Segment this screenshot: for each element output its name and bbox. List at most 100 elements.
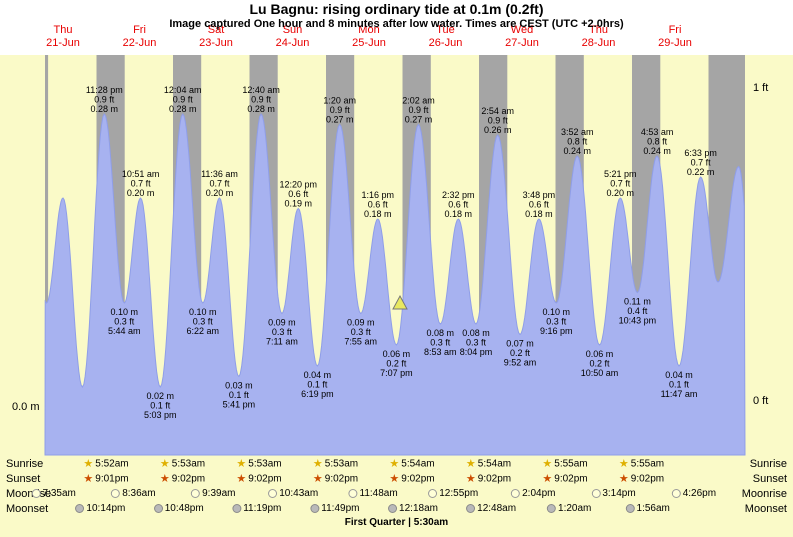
tide-annotation-line: 0.7 ft <box>610 179 631 189</box>
tide-annotation-line: 8:53 am <box>424 347 457 357</box>
tide-annotation-line: 0.20 m <box>127 188 155 198</box>
tide-annotation-line: 0.06 m <box>586 349 614 359</box>
sunrise-star-icon: ★ <box>542 458 553 470</box>
moonset-moon-icon <box>153 503 163 513</box>
tide-annotation-line: 0.09 m <box>268 318 296 328</box>
tide-annotation-line: 0.9 ft <box>408 105 429 115</box>
sunset-star-icon: ★ <box>618 473 629 485</box>
moonset-row-label-left: Moonset <box>6 503 49 515</box>
sunset-row-label-right: Sunset <box>752 473 787 485</box>
tide-annotation-line: 0.03 m <box>225 381 253 391</box>
moonset-item: 11:49pm <box>310 502 359 516</box>
tide-annotation-line: 0.24 m <box>643 146 671 156</box>
moonrise-time: 3:14pm <box>602 488 636 499</box>
tide-annotation-line: 5:44 am <box>108 326 141 336</box>
tide-annotation-line: 0.10 m <box>543 307 571 317</box>
moonset-row-label-right: Moonset <box>744 503 787 515</box>
day-label-weekday: Thu <box>54 24 73 36</box>
tide-annotation-line: 0.22 m <box>687 167 715 177</box>
tide-annotation-line: 7:07 pm <box>380 368 413 378</box>
tide-annotation-line: 5:41 pm <box>223 400 256 410</box>
sunset-item: ★ 9:01pm <box>83 472 128 486</box>
tide-annotation-line: 0.10 m <box>189 307 217 317</box>
y-axis-left-meters-label: 0.0 m <box>12 401 40 413</box>
moonset-item: 12:48am <box>466 502 516 516</box>
moonrise-moon-icon <box>671 488 681 498</box>
high-tide-annotation: 2:54 am0.9 ft0.26 m <box>481 106 514 135</box>
tide-annotation-line: 6:33 pm <box>684 148 717 158</box>
tide-annotation-line: 0.20 m <box>206 188 234 198</box>
tide-annotation-line: 10:51 am <box>122 169 160 179</box>
sunrise-item: ★ 5:52am <box>83 457 128 471</box>
tide-annotation-line: 6:22 am <box>187 326 220 336</box>
sunrise-time: 5:54am <box>477 458 512 470</box>
sunset-item: ★ 9:02pm <box>389 472 434 486</box>
tide-annotation-line: 0.3 ft <box>114 317 135 327</box>
moonrise-moon-icon <box>31 488 41 498</box>
moonset-moon-icon <box>232 503 242 513</box>
sunrise-time: 5:55am <box>630 458 665 470</box>
high-tide-annotation: 12:20 pm0.6 ft0.19 m <box>280 180 318 209</box>
high-tide-annotation: 11:36 am0.7 ft0.20 m <box>201 169 238 198</box>
day-label-date: 29-Jun <box>658 37 692 49</box>
tide-annotation-line: 12:40 am <box>242 85 280 95</box>
moonset-moon-icon <box>466 503 476 513</box>
tide-area <box>44 113 746 456</box>
low-tide-annotation: 0.02 m0.1 ft5:03 pm <box>144 391 177 420</box>
tide-annotation-line: 0.4 ft <box>627 306 648 316</box>
sunset-item: ★ 9:02pm <box>466 472 511 486</box>
low-tide-annotation: 0.09 m0.3 ft7:11 am <box>266 318 298 347</box>
tide-annotation-line: 0.7 ft <box>209 179 230 189</box>
low-tide-annotation: 0.03 m0.1 ft5:41 pm <box>223 381 256 410</box>
moonset-time: 11:19pm <box>243 503 282 514</box>
day-label-weekday: Fri <box>669 24 682 36</box>
sunrise-star-icon: ★ <box>159 458 170 470</box>
tide-annotation-line: 0.2 ft <box>510 348 531 358</box>
tide-annotation-line: 0.09 m <box>347 318 375 328</box>
sunrise-item: ★ 5:55am <box>619 457 664 471</box>
tide-annotation-line: 0.9 ft <box>173 95 194 105</box>
sunrise-item: ★ 5:53am <box>313 457 358 471</box>
tide-annotation-line: 0.02 m <box>147 391 175 401</box>
sunrise-star-icon: ★ <box>389 458 400 470</box>
sunset-item: ★ 9:02pm <box>236 472 281 486</box>
moonset-time: 1:20am <box>558 503 592 514</box>
high-tide-annotation: 12:04 am0.9 ft0.28 m <box>164 85 202 114</box>
day-label-weekday: Sun <box>283 24 303 36</box>
moonset-item: 1:56am <box>625 502 670 516</box>
tide-annotation-line: 3:52 am <box>561 127 594 137</box>
low-tide-annotation: 0.10 m0.3 ft5:44 am <box>108 307 141 336</box>
high-tide-annotation: 6:33 pm0.7 ft0.22 m <box>684 148 717 177</box>
day-label-date: 21-Jun <box>46 37 80 49</box>
moonrise-moon-icon <box>111 488 121 498</box>
moonrise-item: 10:43am <box>268 487 318 501</box>
moonset-moon-icon <box>388 503 398 513</box>
sunrise-time: 5:53am <box>248 458 282 470</box>
sunrise-item: ★ 5:53am <box>236 457 281 471</box>
page-title: Lu Bagnu: rising ordinary tide at 0.1m (… <box>249 1 544 17</box>
sunrise-item: ★ 5:53am <box>160 457 205 471</box>
tide-annotation-line: 0.07 m <box>506 339 534 349</box>
tide-annotation-line: 8:04 pm <box>460 347 493 357</box>
low-tide-annotation: 0.10 m0.3 ft6:22 am <box>187 307 220 336</box>
day-label-weekday: Sat <box>208 24 225 36</box>
day-label-weekday: Fri <box>133 24 146 36</box>
tide-annotation-line: 0.18 m <box>364 209 392 219</box>
sunrise-row-label-left: Sunrise <box>6 458 44 470</box>
tide-annotation-line: 0.18 m <box>445 209 473 219</box>
sunrise-time: 5:55am <box>554 458 588 470</box>
day-label-date: 24-Jun <box>276 37 310 49</box>
moonset-time: 10:48pm <box>164 503 204 514</box>
tide-annotation-line: 12:20 pm <box>280 180 318 190</box>
night-band <box>45 55 49 455</box>
moonset-time: 1:56am <box>636 503 670 514</box>
sunrise-item: ★ 5:55am <box>542 457 587 471</box>
tide-annotation-line: 3:48 pm <box>523 190 556 200</box>
sunrise-item: ★ 5:54am <box>466 457 511 471</box>
moonset-moon-icon <box>547 503 557 513</box>
moonrise-time: 4:26pm <box>682 488 717 499</box>
page-subtitle: Image captured One hour and 8 minutes af… <box>169 18 624 30</box>
tide-annotation-line: 11:28 pm <box>86 85 123 95</box>
